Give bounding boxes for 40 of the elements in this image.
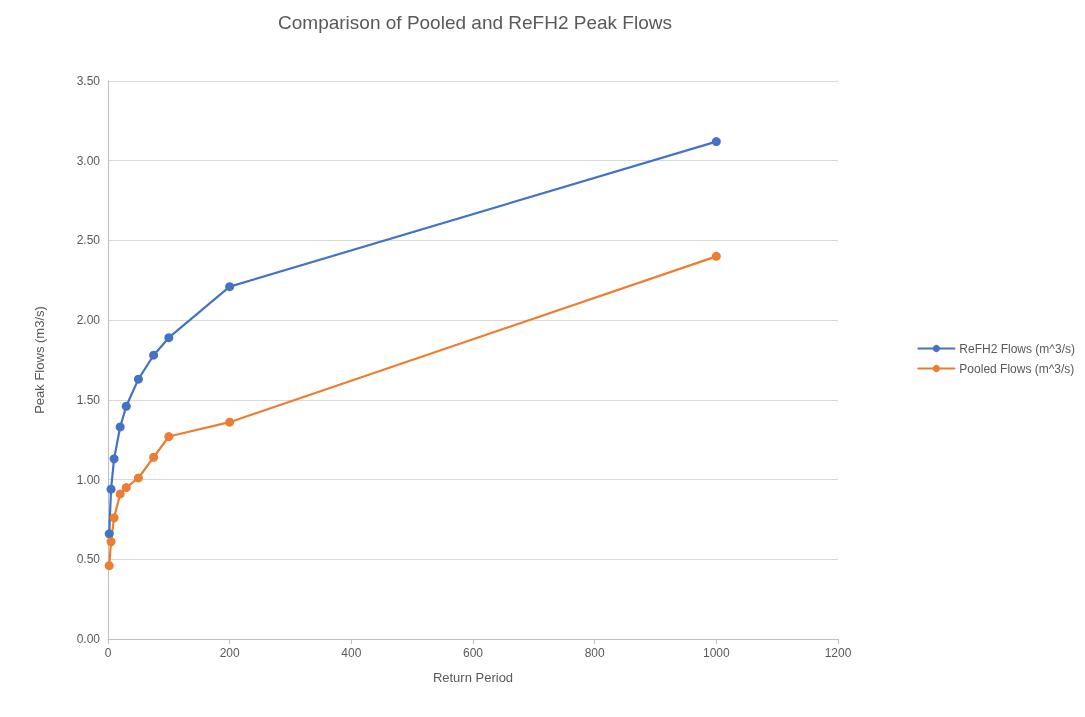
point: [109, 454, 119, 464]
point: [104, 561, 114, 571]
y-tick-label: 1.00: [76, 472, 101, 487]
point: [133, 473, 143, 483]
x-tick-label: 800: [584, 646, 605, 660]
point: [115, 489, 125, 499]
y-axis-title: Peak Flows (m3/s): [32, 306, 47, 414]
legend-label: Pooled Flows (m^3/s): [959, 361, 1075, 376]
point: [115, 422, 125, 432]
point: [711, 251, 721, 261]
point: [133, 374, 143, 384]
x-tick-label: 1000: [702, 646, 730, 660]
x-tick-label: 200: [219, 646, 240, 660]
y-tick-label: 2.50: [76, 233, 101, 248]
point: [106, 484, 116, 494]
point: [109, 513, 119, 523]
chart-title: Comparison of Pooled and ReFH2 Peak Flows: [278, 12, 672, 33]
x-tick-label: 600: [462, 646, 484, 660]
x-tick-label: 400: [341, 646, 362, 660]
point: [164, 432, 174, 442]
point: [149, 350, 159, 360]
x-axis-title: Return Period: [432, 670, 514, 685]
point: [121, 483, 131, 493]
point: [104, 529, 114, 539]
x-tick-label: 1200: [824, 646, 852, 660]
y-tick-label: 1.50: [76, 392, 101, 407]
point: [225, 417, 235, 427]
x-tick-label: 0: [104, 646, 112, 660]
y-tick-label: 0.00: [76, 632, 101, 646]
legend-label: ReFH2 Flows (m^3/s): [959, 341, 1075, 356]
point: [711, 137, 721, 147]
point: [225, 282, 235, 292]
y-tick-label: 3.50: [76, 74, 101, 88]
point: [121, 401, 131, 411]
y-tick-label: 3.00: [76, 153, 101, 168]
y-tick-label: 2.00: [76, 313, 101, 328]
point: [164, 333, 174, 343]
point: [106, 537, 116, 547]
point: [149, 452, 159, 462]
y-tick-label: 0.50: [76, 552, 101, 567]
